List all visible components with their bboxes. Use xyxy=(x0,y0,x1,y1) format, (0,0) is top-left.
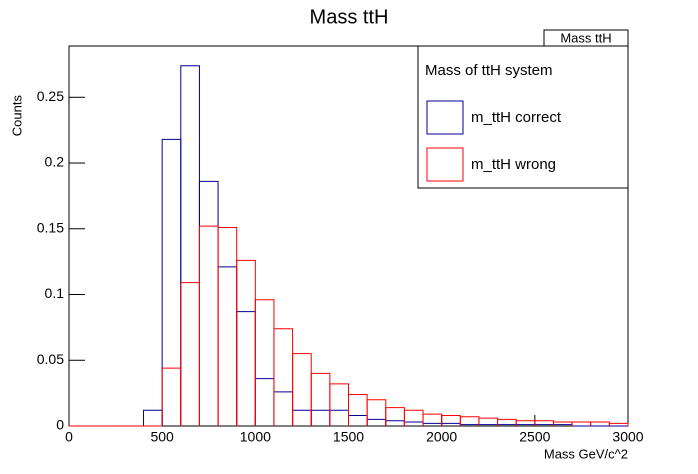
x-tick-label: 2000 xyxy=(426,429,457,445)
legend-frame xyxy=(417,45,629,189)
x-tick-label: 3000 xyxy=(612,429,643,445)
y-tick-label: 0.05 xyxy=(37,351,64,367)
legend: Mass of ttH system m_ttH correct m_ttH wr… xyxy=(417,45,629,189)
legend-label: m_ttH wrong xyxy=(471,156,556,173)
x-tick-label: 0 xyxy=(65,429,73,445)
legend-swatch xyxy=(426,100,464,135)
legend-label: m_ttH correct xyxy=(471,109,562,126)
x-tick-label: 500 xyxy=(150,429,174,445)
marks: 0 500 1000 1500 2000 2500 3000 0 0.05 0.1 0.15 0.2 0… xyxy=(37,65,644,445)
x-tick-label: 1500 xyxy=(333,429,364,445)
chart-title: Mass ttH xyxy=(310,6,389,28)
y-tick-label: 0.1 xyxy=(45,285,65,301)
y-tick-label: 0.2 xyxy=(45,154,65,170)
y-tick-label: 0 xyxy=(56,417,64,433)
x-tick-label: 1000 xyxy=(240,429,271,445)
stats-title: Mass ttH xyxy=(560,30,611,45)
legend-title: Mass of ttH system xyxy=(425,62,553,79)
legend-swatch xyxy=(426,147,464,182)
y-tick-label: 0.25 xyxy=(37,88,64,104)
y-axis-label: Counts xyxy=(9,95,24,137)
x-axis-label: Mass GeV/c^2 xyxy=(544,446,628,461)
histogram-bin xyxy=(608,422,629,426)
y-tick-label: 0.15 xyxy=(37,219,64,235)
x-tick-label: 2500 xyxy=(519,429,550,445)
